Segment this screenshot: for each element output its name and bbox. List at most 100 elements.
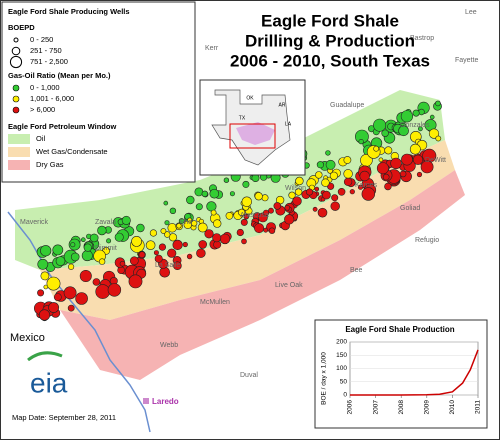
well [243, 214, 250, 220]
well [172, 239, 183, 250]
well [114, 232, 124, 242]
well [219, 233, 231, 245]
well [357, 184, 364, 190]
well [160, 228, 167, 234]
x-tick-label: 2006 [347, 400, 354, 415]
logo-swoosh [27, 351, 63, 362]
well [398, 125, 409, 137]
well [381, 129, 389, 137]
well [164, 231, 171, 238]
place-marker [143, 398, 149, 404]
well [212, 233, 222, 243]
well [390, 157, 402, 170]
well [236, 228, 244, 237]
county-label: Guadalupe [330, 102, 364, 109]
inset-map: OK AR TX LA [199, 79, 306, 176]
x-tick-label: 2008 [398, 400, 405, 415]
well [79, 269, 92, 282]
well [325, 159, 336, 170]
well [173, 261, 182, 271]
well [37, 258, 49, 270]
legend-label: 0 - 250 [30, 35, 53, 44]
well [213, 219, 222, 228]
dry-gas-window [60, 170, 465, 380]
well [70, 252, 80, 262]
well [229, 191, 235, 197]
inset-label: TX [239, 115, 246, 121]
well [294, 188, 303, 196]
legend-symbol [12, 95, 20, 103]
well [284, 205, 291, 211]
well [186, 253, 193, 260]
well [263, 209, 270, 216]
y-tick-label: 200 [336, 339, 347, 346]
county-label: Gonzales [400, 122, 430, 129]
legend-box [1, 1, 196, 183]
well [129, 256, 139, 266]
well [417, 126, 423, 132]
well [55, 256, 66, 266]
well [131, 235, 142, 247]
well [176, 223, 182, 229]
legend-symbol [11, 46, 21, 56]
well [268, 227, 276, 234]
x-tick-label: 2010 [449, 400, 456, 415]
well [384, 146, 393, 155]
well [167, 223, 177, 233]
well [119, 260, 126, 267]
well [209, 188, 220, 199]
well [343, 156, 352, 164]
legend-swatch [8, 147, 30, 157]
well [95, 284, 110, 299]
production-chart: 0 50 100 150 200 2006 2007 2008 2009 2010 2011 BOE … [321, 339, 482, 415]
well [399, 170, 407, 178]
well [201, 190, 209, 198]
well [163, 200, 169, 206]
well [359, 170, 370, 182]
well [145, 240, 156, 250]
well [52, 244, 64, 256]
county-label: Frio [180, 219, 192, 226]
well [195, 203, 203, 211]
well [169, 207, 177, 215]
well [241, 196, 253, 207]
county-label: Dimmit [95, 245, 117, 252]
county-label: Duval [240, 372, 258, 379]
well [409, 143, 421, 155]
well [401, 153, 413, 166]
well [315, 171, 323, 179]
well [89, 233, 99, 243]
well [284, 214, 295, 225]
well [428, 128, 440, 139]
well [268, 207, 274, 214]
y-tick-label: 0 [343, 392, 347, 399]
legend-symbol [12, 84, 20, 92]
y-tick-label: 50 [340, 378, 348, 385]
well [117, 266, 125, 275]
county-label: Bee [350, 267, 363, 274]
well [67, 263, 75, 270]
well [261, 194, 269, 202]
well [37, 289, 45, 297]
well [196, 248, 206, 258]
well [349, 189, 355, 195]
legend-label: Oil [36, 134, 46, 143]
well [331, 194, 339, 202]
well [198, 240, 207, 249]
legend-symbol [13, 37, 19, 43]
well [400, 110, 414, 123]
well [204, 229, 214, 239]
well [46, 276, 61, 291]
map-date: Map Date: September 28, 2011 [12, 413, 116, 422]
well [98, 258, 106, 265]
county-label: Maverick [20, 219, 49, 226]
legend-label: > 6,000 [30, 105, 55, 114]
well [167, 248, 177, 258]
county-label: La Salle [155, 262, 180, 269]
well [83, 243, 92, 252]
well [40, 271, 50, 281]
well [70, 242, 76, 248]
well [343, 169, 353, 179]
well [263, 227, 269, 233]
well [376, 162, 389, 175]
